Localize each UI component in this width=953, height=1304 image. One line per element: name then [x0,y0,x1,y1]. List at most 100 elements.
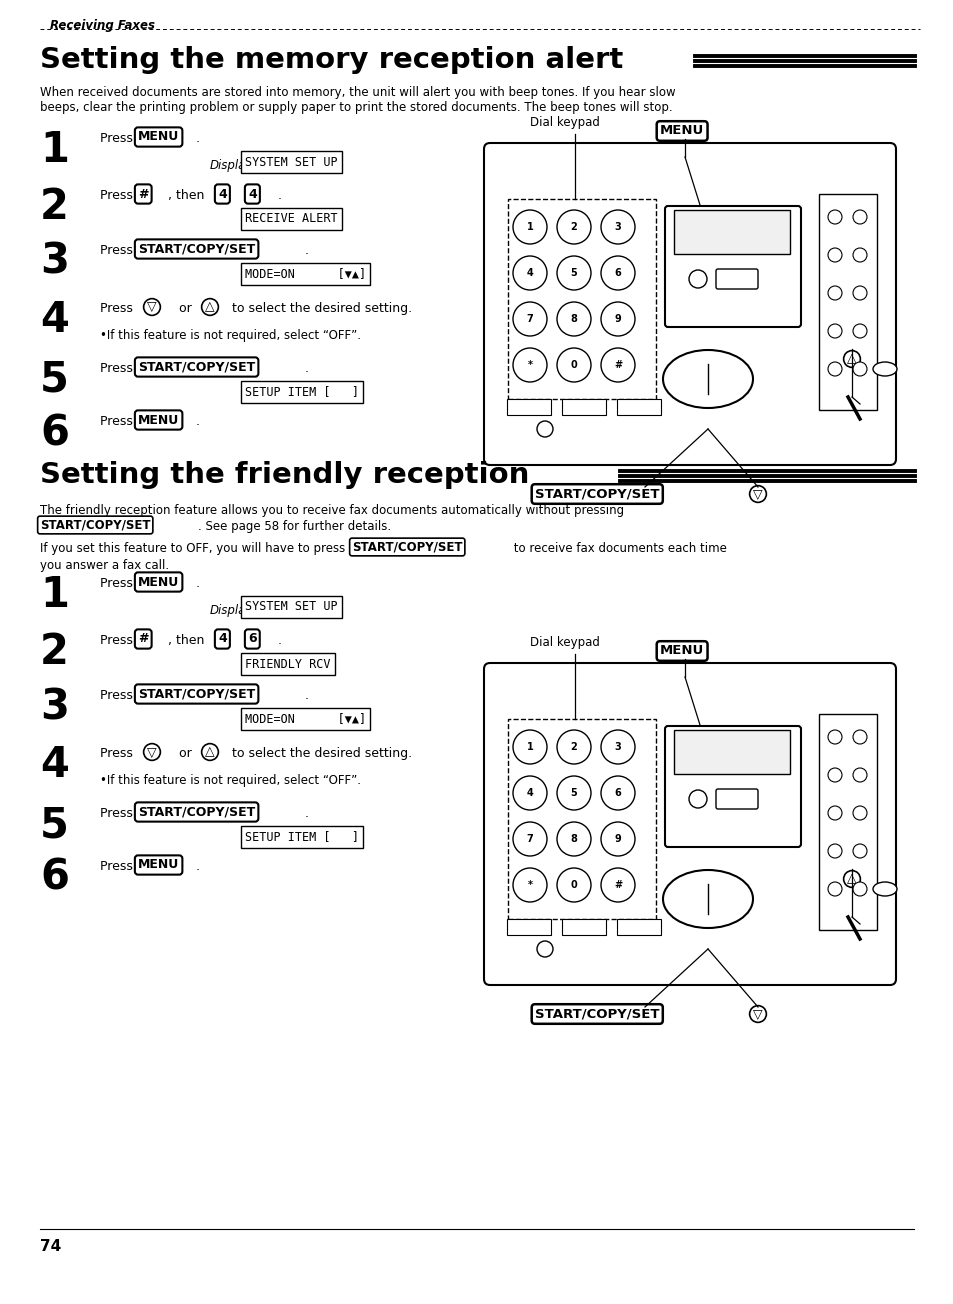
FancyBboxPatch shape [664,206,801,327]
Text: .: . [277,189,282,202]
FancyBboxPatch shape [716,789,758,808]
FancyBboxPatch shape [617,919,660,935]
Ellipse shape [662,349,752,408]
Text: 8: 8 [570,835,577,844]
Circle shape [827,768,841,782]
Text: 2: 2 [570,222,577,232]
Text: 2: 2 [570,742,577,752]
Text: to receive fax documents each time: to receive fax documents each time [510,542,726,556]
Text: When received documents are stored into memory, the unit will alert you with bee: When received documents are stored into … [40,86,675,99]
Text: 4: 4 [218,188,227,201]
Text: 5: 5 [40,359,69,402]
Text: 6: 6 [248,632,256,645]
Text: 9: 9 [614,314,620,323]
Circle shape [827,286,841,300]
Text: START/COPY/SET: START/COPY/SET [40,519,151,532]
Circle shape [852,844,866,858]
Text: START/COPY/SET: START/COPY/SET [138,360,255,373]
Text: 1: 1 [40,129,69,171]
FancyBboxPatch shape [561,399,605,415]
Text: ▽: ▽ [147,300,156,313]
Text: START/COPY/SET: START/COPY/SET [352,540,462,553]
Circle shape [537,941,553,957]
Text: 4: 4 [218,632,227,645]
Ellipse shape [872,882,896,896]
Text: 3: 3 [614,742,620,752]
Circle shape [600,303,635,336]
FancyBboxPatch shape [561,919,605,935]
Text: 5: 5 [570,269,577,278]
Bar [507,719,656,919]
Text: 3: 3 [40,241,69,283]
Circle shape [827,323,841,338]
FancyBboxPatch shape [506,399,551,415]
Text: .: . [277,634,282,647]
Circle shape [513,730,546,764]
Text: 7: 7 [526,314,533,323]
Text: 6: 6 [614,788,620,798]
Circle shape [852,882,866,896]
Circle shape [852,323,866,338]
Text: 1: 1 [526,222,533,232]
Text: START/COPY/SET: START/COPY/SET [138,243,255,256]
Text: to select the desired setting.: to select the desired setting. [228,303,412,316]
Text: Receiving Faxes: Receiving Faxes [50,20,154,33]
FancyBboxPatch shape [506,919,551,935]
Text: MODE=ON      [▼▲]: MODE=ON [▼▲] [245,267,366,280]
Text: Dial keypad: Dial keypad [530,116,599,129]
Circle shape [513,822,546,855]
Text: The friendly reception feature allows you to receive fax documents automatically: The friendly reception feature allows yo… [40,505,623,516]
Circle shape [557,210,590,244]
Text: or: or [174,303,195,316]
Text: Press: Press [100,634,136,647]
Text: •If this feature is not required, select “OFF”.: •If this feature is not required, select… [100,775,360,788]
Ellipse shape [872,363,896,376]
Text: MODE=ON      [▼▲]: MODE=ON [▼▲] [245,712,366,725]
FancyBboxPatch shape [483,662,895,985]
Text: 7: 7 [526,835,533,844]
Bar [507,200,656,399]
Circle shape [688,790,706,808]
Text: 0: 0 [570,360,577,370]
Circle shape [827,210,841,224]
FancyBboxPatch shape [716,269,758,289]
Text: △: △ [205,300,214,313]
Text: MENU: MENU [138,413,179,426]
Text: #: # [614,880,621,891]
Text: Press: Press [100,861,136,872]
Text: 0: 0 [570,880,577,891]
Circle shape [852,730,866,745]
Text: .: . [195,861,200,872]
Text: Press: Press [100,303,136,316]
Text: SYSTEM SET UP: SYSTEM SET UP [245,155,337,168]
Text: START/COPY/SET: START/COPY/SET [138,687,255,700]
Ellipse shape [662,870,752,928]
Circle shape [852,768,866,782]
Text: Press: Press [100,689,136,702]
Text: 5: 5 [570,788,577,798]
Circle shape [513,868,546,902]
Circle shape [827,882,841,896]
Circle shape [600,348,635,382]
FancyBboxPatch shape [673,210,789,254]
Text: •If this feature is not required, select “OFF”.: •If this feature is not required, select… [100,329,360,342]
Circle shape [600,868,635,902]
Text: RECEIVE ALERT: RECEIVE ALERT [245,213,337,226]
Text: SYSTEM SET UP: SYSTEM SET UP [245,601,337,613]
Text: 6: 6 [40,412,69,454]
Text: you answer a fax call.: you answer a fax call. [40,559,169,572]
Text: MENU: MENU [659,644,703,657]
Text: ▽: ▽ [753,488,762,501]
Text: SETUP ITEM [   ]: SETUP ITEM [ ] [245,386,358,399]
Circle shape [600,210,635,244]
Circle shape [827,844,841,858]
Text: △: △ [846,352,856,365]
Text: Display:: Display: [210,604,257,617]
Text: .: . [305,807,309,820]
Circle shape [827,730,841,745]
Text: Dial keypad: Dial keypad [530,636,599,649]
Circle shape [513,303,546,336]
FancyBboxPatch shape [818,715,876,930]
Circle shape [557,730,590,764]
Text: Press: Press [100,189,136,202]
